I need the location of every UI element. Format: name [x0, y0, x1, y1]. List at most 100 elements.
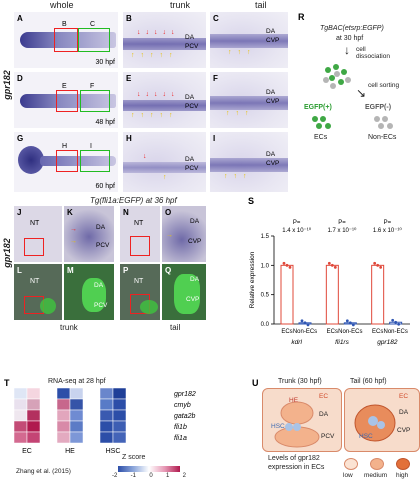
red-arrow: → — [70, 226, 77, 233]
da-label: DA — [96, 224, 106, 231]
heatmap-cell — [26, 431, 41, 444]
data-point — [348, 321, 352, 325]
panel-q-letter: Q — [165, 266, 172, 275]
heatmap-cell — [13, 387, 28, 400]
heatmap-cell — [26, 398, 41, 411]
x-tick-label: Non-ECs — [293, 329, 317, 335]
p-value: 1.6 x 10⁻¹⁰ — [373, 227, 403, 234]
data-point — [333, 265, 337, 269]
heatmap-cell — [99, 387, 114, 400]
heatmap-title: RNA-seq at 28 hpf — [48, 378, 106, 385]
step-sorting: cell sorting — [368, 82, 400, 89]
da-label: DA — [190, 276, 200, 283]
panel-b-image: B DA PCV ↓↓↓↓↓ ↑↑↑↑↑ — [123, 12, 206, 68]
level-low-swatch — [344, 458, 358, 470]
panel-t-letter: T — [4, 378, 10, 388]
zscore-tick: 1 — [165, 473, 170, 479]
heatmap-cell — [26, 420, 41, 433]
da-label: DA — [185, 34, 195, 41]
y-tick-label: 1.5 — [261, 234, 270, 240]
panel-s-letter: S — [248, 196, 255, 206]
levels-subtitle: expression in ECs — [268, 464, 325, 471]
gene-label-top: gpr182 — [1, 70, 12, 100]
panel-n-letter: N — [123, 208, 129, 217]
p-label: P= — [384, 220, 392, 226]
heatmap-row-label: gpr182 — [174, 391, 196, 398]
p-label: P= — [338, 220, 346, 226]
down-arrow: ↘ — [356, 86, 367, 100]
panel-c-letter: C — [213, 14, 219, 23]
panel-m-letter: M — [67, 266, 74, 275]
heatmap-cell — [69, 420, 84, 433]
heatmap-col-label: EC — [22, 448, 32, 455]
data-point — [303, 321, 307, 325]
heatmap-row-label: fli1a — [174, 435, 187, 442]
data-point — [391, 318, 395, 322]
hsc-label: HSC — [271, 423, 285, 430]
pcv-label: PCV — [94, 302, 108, 309]
heatmap-cell — [56, 409, 71, 422]
zoom-box — [24, 238, 44, 256]
panel-p-letter: P — [123, 266, 129, 275]
heatmap-cell — [99, 409, 114, 422]
stage-label: at 30 hpf — [336, 35, 364, 42]
transgenic-line: TgBAC(etsrp:EGFP) — [320, 25, 384, 32]
x-tick-label: ECs — [327, 329, 338, 335]
gene-label: gpr182 — [377, 339, 398, 346]
heatmap-cell — [69, 409, 84, 422]
panel-c-image: C DA CVP ↑↑↑ — [210, 12, 288, 68]
zscore-title: Z score — [122, 454, 146, 461]
header-tail: tail — [255, 0, 267, 10]
data-point — [327, 261, 331, 265]
box-i-outline — [80, 150, 110, 172]
da-label: DA — [319, 411, 329, 418]
data-point — [285, 263, 289, 267]
trunk-title: Trunk (30 hpf) — [278, 378, 322, 385]
levels-title: Levels of gpr182 — [268, 455, 320, 462]
panel-l-image: L NT — [14, 264, 62, 320]
cvp-label: CVP — [188, 238, 202, 245]
panel-d-letter: D — [17, 74, 23, 83]
panel-j-image: J NT — [14, 206, 62, 262]
p-value: 1.4 x 10⁻¹⁰ — [282, 227, 312, 234]
gfp-signal — [140, 300, 158, 314]
gene-label: fli1rs — [335, 339, 349, 346]
box-h-label: H — [62, 143, 68, 150]
ec-label: EC — [399, 393, 409, 400]
red-arrows: ↓↓↓↓↓ — [137, 91, 180, 98]
data-point — [300, 319, 304, 323]
yellow-arrows: ↑↑↑ — [226, 110, 255, 117]
heatmap-cell — [56, 420, 71, 433]
heatmap-cell — [69, 387, 84, 400]
heatmap-cell — [99, 420, 114, 433]
heatmap-cell — [112, 387, 127, 400]
data-point — [282, 261, 286, 265]
ec-label: EC — [319, 393, 329, 400]
nt-label: NT — [30, 220, 40, 227]
yellow-arrow: ↑ — [163, 174, 167, 181]
da-label: DA — [94, 282, 104, 289]
pcv-label: PCV — [321, 433, 335, 440]
panel-j-letter: J — [17, 208, 22, 217]
pcv-label: PCV — [185, 165, 199, 172]
da-label: DA — [266, 89, 276, 96]
y-tick-label: 1.0 — [261, 263, 270, 269]
pcv-label: PCV — [185, 103, 199, 110]
heatmap-cell — [56, 387, 71, 400]
box-f-label: F — [90, 83, 95, 90]
da-label: DA — [185, 94, 195, 101]
hsc-label: HSC — [359, 433, 373, 440]
data-point — [397, 322, 401, 326]
rnaseq-heatmap: gpr182 cmyb gata2b fli1b fli1a EC HE HSC — [13, 387, 196, 455]
gfp-signal — [82, 278, 106, 312]
gene-label: kdrl — [291, 339, 302, 346]
box-c-label: C — [90, 21, 96, 28]
da-label: DA — [266, 28, 276, 35]
box-c-outline — [78, 28, 110, 52]
cvp-label: CVP — [186, 296, 200, 303]
panel-n-image: N NT — [120, 206, 160, 262]
x-tick-label: ECs — [281, 329, 292, 335]
da-label: DA — [399, 409, 409, 416]
box-i-label: I — [90, 143, 92, 150]
